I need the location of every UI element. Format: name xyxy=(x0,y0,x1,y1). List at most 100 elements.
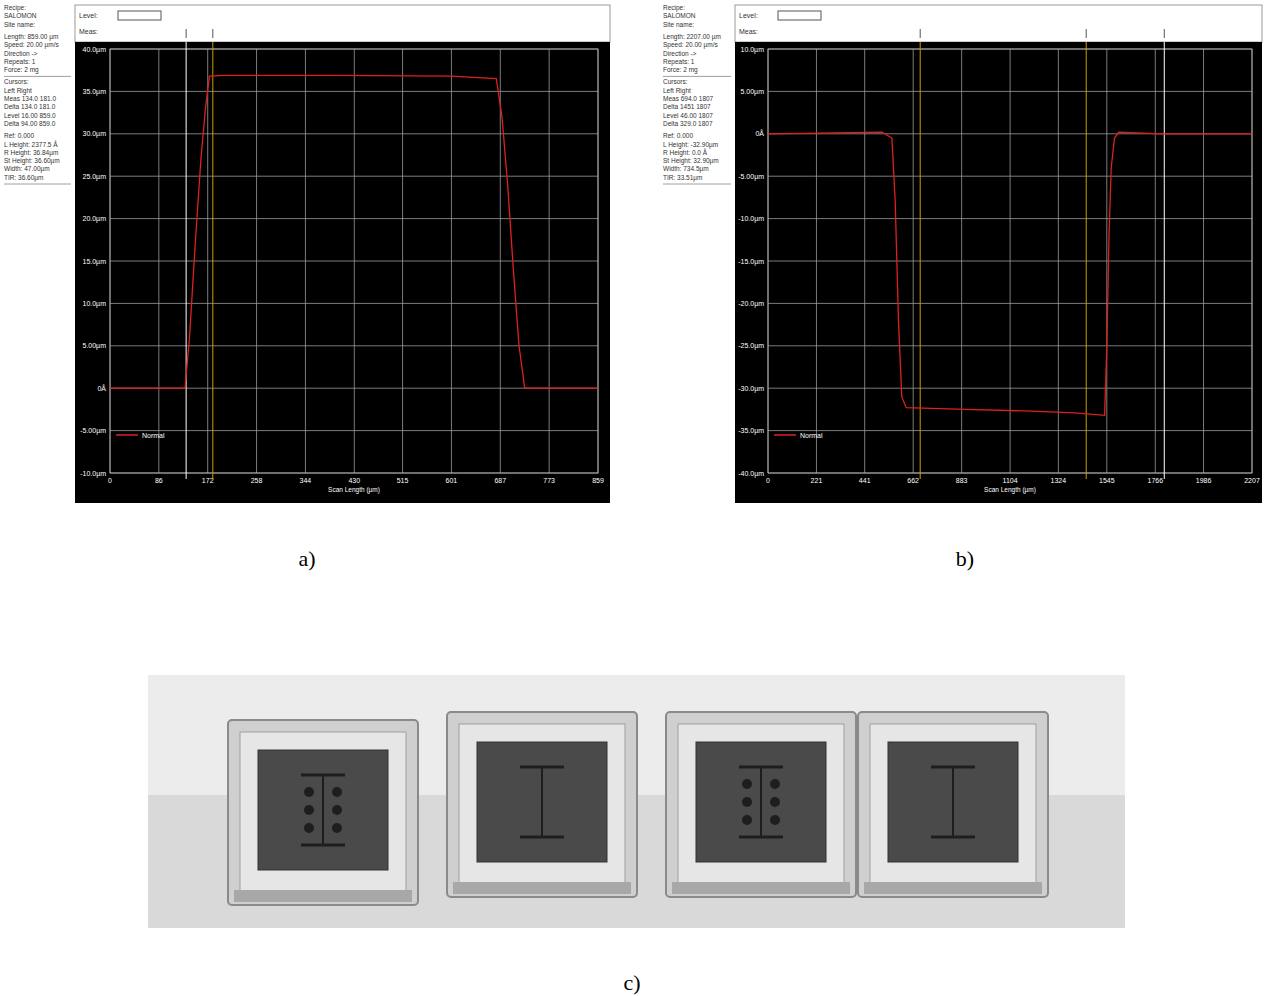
info-text: Left Right xyxy=(4,87,32,95)
channel xyxy=(520,766,564,769)
chip xyxy=(258,750,388,870)
data-group xyxy=(768,132,1252,415)
y-tick-label: -40.0µm xyxy=(738,470,764,478)
y-tick-label: 40.0µm xyxy=(83,46,107,54)
x-tick-label: 1324 xyxy=(1051,477,1067,484)
info-text: Meas 694.0 1807 xyxy=(663,95,714,102)
y-tick-label: 0Å xyxy=(97,384,106,392)
channel xyxy=(739,836,783,839)
x-axis-title: Scan Length (µm) xyxy=(328,486,380,494)
legend-text: Normal xyxy=(142,432,165,439)
reservoir xyxy=(304,805,314,815)
header-text: Meas: xyxy=(739,28,758,35)
info-text: Cursors: xyxy=(663,78,688,85)
header xyxy=(75,5,610,42)
info-text: SALOMON xyxy=(663,12,696,19)
grid-line xyxy=(110,345,598,346)
cursor-marker xyxy=(212,29,213,38)
reservoir xyxy=(332,787,342,797)
x-tick-label: 1104 xyxy=(1003,477,1018,484)
grid-line xyxy=(110,303,598,304)
channel xyxy=(301,844,345,847)
box-inner xyxy=(870,724,1036,884)
sample-box xyxy=(228,720,418,905)
y-tick-label: -10.0µm xyxy=(80,470,106,478)
channel xyxy=(541,767,543,837)
cursor-marker xyxy=(1164,29,1165,38)
info-text: Direction -> xyxy=(4,50,38,57)
y-tick-label: -15.0µm xyxy=(738,258,764,266)
info-text: Level 16.00 859.0 xyxy=(4,112,56,119)
x-tick-label: 258 xyxy=(251,477,263,484)
x-tick-label: 1986 xyxy=(1196,477,1212,484)
panel-label: c) xyxy=(623,970,640,995)
info-text: St Height: 32.90µm xyxy=(663,157,719,165)
level-box xyxy=(118,11,161,20)
channel xyxy=(301,774,345,777)
data-group xyxy=(110,75,598,388)
y-tick-label: 10.0µm xyxy=(741,46,765,54)
info-text: Speed: 20.00 µm/s xyxy=(4,41,59,49)
header xyxy=(735,5,1262,42)
photo xyxy=(148,675,1125,928)
grid-line xyxy=(110,176,598,177)
y-tick-label: 35.0µm xyxy=(83,88,107,96)
chip xyxy=(888,742,1018,862)
info-text: R Height: 36.84µm xyxy=(4,149,58,157)
channel xyxy=(739,766,783,769)
separator xyxy=(4,184,71,185)
info-text: Delta 94.00 859.0 xyxy=(4,120,56,127)
x-tick-label: 0 xyxy=(108,477,112,484)
legend-text: Normal xyxy=(800,432,823,439)
x-tick-label: 773 xyxy=(543,477,555,484)
info-text: Site name: xyxy=(4,21,35,28)
x-tick-label: 172 xyxy=(202,477,214,484)
y-tick-label: -35.0µm xyxy=(738,427,764,435)
y-tick-label: 30.0µm xyxy=(83,130,107,138)
legend-swatch xyxy=(116,434,138,436)
info-text: Cursors: xyxy=(4,78,29,85)
reservoir xyxy=(770,779,780,789)
x-tick-label: 430 xyxy=(348,477,360,484)
reservoir xyxy=(304,787,314,797)
profile-line xyxy=(768,132,1252,415)
y-tick-label: -5.00µm xyxy=(80,427,106,435)
cursor-marker xyxy=(920,29,921,38)
channel xyxy=(760,767,762,837)
y-tick-label: -20.0µm xyxy=(738,300,764,308)
x-tick-label: 1545 xyxy=(1099,477,1115,484)
channel xyxy=(520,836,564,839)
reservoir xyxy=(332,823,342,833)
header-text: Level: xyxy=(739,12,758,19)
separator xyxy=(4,76,71,77)
box-base xyxy=(672,882,850,894)
channel xyxy=(952,767,954,837)
chip xyxy=(477,742,607,862)
info-text: L Height: 2377.5 Å xyxy=(4,140,58,149)
plot-background xyxy=(735,42,1262,503)
info-text: Direction -> xyxy=(663,50,697,57)
info-text: Meas 134.0 181.0 xyxy=(4,95,56,102)
reservoir xyxy=(742,797,752,807)
box-base xyxy=(234,890,412,902)
sample-box xyxy=(666,712,856,897)
grid-line xyxy=(768,430,1252,431)
level-box xyxy=(778,11,821,20)
box-base xyxy=(453,882,631,894)
box-inner xyxy=(240,732,406,892)
photo-background xyxy=(148,675,1125,928)
grid-line xyxy=(110,218,598,219)
grid-line xyxy=(110,133,598,134)
header-text: Level: xyxy=(79,12,98,19)
info-text: Recipe: xyxy=(4,4,26,12)
panel: Recipe: SALOMONSite name:Length: 2207.00… xyxy=(663,4,1262,571)
channel xyxy=(322,775,324,845)
y-tick-label: -10.0µm xyxy=(738,215,764,223)
y-tick-label: 5.00µm xyxy=(83,342,107,350)
info-text: Length: 859.00 µm xyxy=(4,33,58,41)
separator xyxy=(663,184,731,185)
sample-box xyxy=(858,712,1048,897)
info-text: Ref: 0.000 xyxy=(4,132,34,139)
x-tick-label: 687 xyxy=(494,477,506,484)
info-text: Speed: 20.00 µm/s xyxy=(663,41,718,49)
